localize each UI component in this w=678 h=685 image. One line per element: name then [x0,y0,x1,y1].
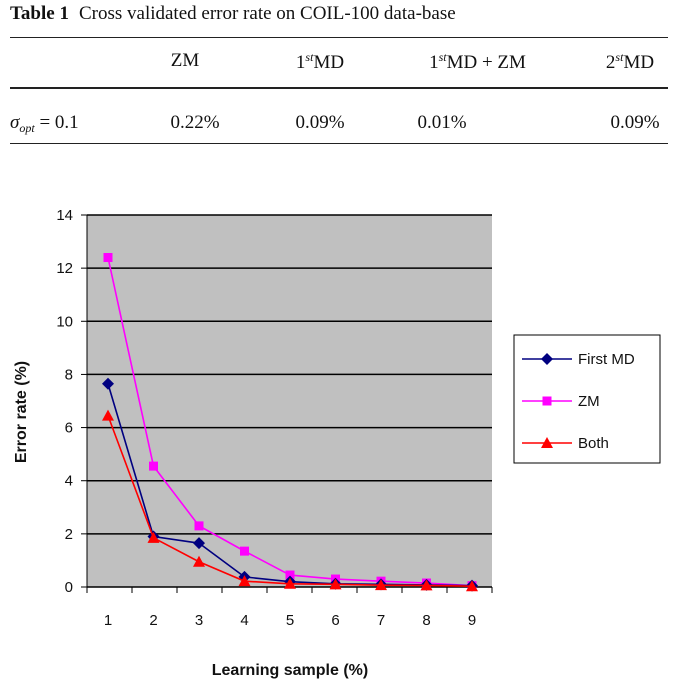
header-first-md-zm: 1stMD + ZM [429,50,526,73]
table-caption: Table 1 Cross validated error rate on COI… [10,3,456,25]
x-tick-label: 6 [331,612,339,629]
table-caption-text: Cross validated error rate on COIL-100 d… [78,3,456,24]
table-top-rule [10,37,668,38]
header-first-md: 1stMD [295,50,345,73]
gridlines [87,214,492,535]
legend-marker-zm [542,396,552,406]
x-tick-label: 3 [195,612,203,629]
header-zm: ZM [170,50,200,71]
header-second-md: 2stMD [605,50,655,73]
x-tick-label: 9 [468,612,476,629]
x-tick-label: 4 [240,612,248,629]
point-zm [194,521,204,531]
y-axis-title: Error rate (%) [13,361,30,463]
point-both [466,580,478,592]
point-first-md [193,537,205,550]
legend-box [513,334,661,464]
cell-first-md-zm: 0.01% [417,112,467,133]
point-first-md [102,377,114,390]
row-label-sigma: σopt = 0.1 [10,112,79,135]
series-lines [102,253,478,592]
x-tick-label: 7 [377,612,385,629]
legend-marker-first-md [541,353,553,365]
y-tick-label: 12 [56,260,73,277]
legend-label-both: Both [578,435,609,452]
point-both [238,575,251,587]
point-both [193,555,205,567]
y-tick-label: 8 [65,366,73,383]
point-both [329,578,342,590]
y-tick-label: 4 [65,473,73,490]
y-tick-label: 10 [56,313,73,330]
point-both [420,579,433,591]
y-tick-label: 14 [56,207,73,224]
point-zm [103,253,113,263]
point-both [102,409,114,421]
x-tick-label: 8 [422,612,430,629]
table-label: Table 1 [10,3,69,24]
point-both [284,577,296,589]
y-tick-label: 6 [65,420,73,437]
cell-second-md: 0.09% [610,112,660,133]
table-header-rule [10,87,668,89]
point-zm [149,461,158,471]
x-axis-title: Learning sample (%) [212,662,368,679]
y-tick-label: 0 [65,579,73,596]
point-zm [240,546,249,556]
x-tick-label: 1 [104,612,112,629]
legend-label-first-md: First MD [578,351,635,368]
y-tick-label: 2 [65,526,73,543]
legend-label-zm: ZM [578,393,600,410]
plot-area [87,215,492,587]
point-zm [285,570,295,580]
x-tick-label: 2 [149,612,157,629]
point-both [147,531,160,543]
legend-marker-both [541,437,553,448]
table-bottom-rule [10,143,668,144]
cell-zm: 0.22% [170,112,220,133]
cell-first-md: 0.09% [295,112,345,133]
legend: First MD ZM Both [513,334,661,464]
point-both [375,579,387,591]
x-tick-label: 5 [286,612,294,629]
